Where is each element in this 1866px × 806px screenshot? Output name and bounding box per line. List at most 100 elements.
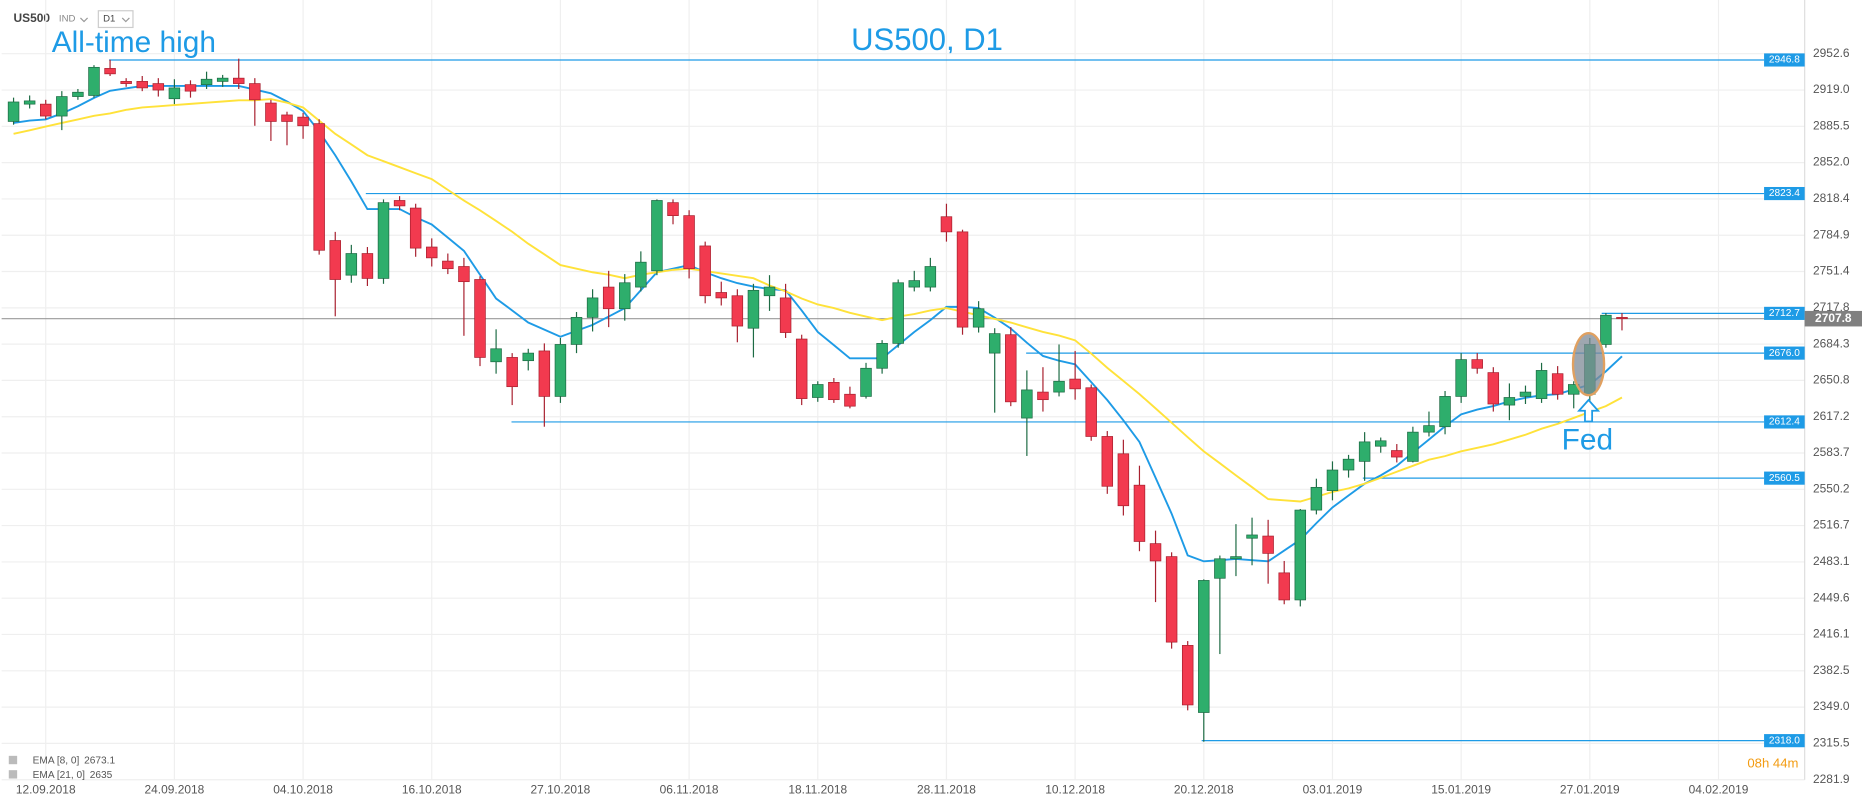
y-tick-label: 2516.7 — [1813, 518, 1850, 532]
legend-value: 2673.1 — [84, 755, 115, 766]
timeframe-box[interactable] — [97, 10, 134, 29]
candle-body — [795, 338, 808, 399]
level-label-box — [1764, 734, 1805, 748]
candle-body — [619, 282, 631, 310]
candle-body — [200, 78, 213, 86]
level-label: 2712.7 — [1769, 308, 1800, 319]
candle-body — [104, 68, 116, 75]
x-tick-label: 16.10.2018 — [402, 783, 462, 797]
candle-body — [554, 344, 567, 397]
candle-body — [747, 289, 760, 329]
y-tick-label: 2416.1 — [1813, 627, 1850, 641]
candle-body — [1407, 431, 1419, 462]
candle-body — [329, 240, 341, 280]
candle-body — [1535, 370, 1548, 399]
candle-body — [522, 352, 534, 362]
candle-body — [779, 297, 792, 333]
y-tick-label: 2550.2 — [1813, 481, 1850, 495]
candle-body — [1037, 391, 1049, 401]
candle-body — [876, 343, 888, 369]
fed-arrow — [1576, 398, 1601, 423]
candle-body — [908, 280, 921, 288]
candle-body — [409, 207, 422, 249]
candle-body — [7, 101, 20, 122]
level-label: 2612.4 — [1769, 417, 1800, 428]
candle-body — [506, 357, 518, 388]
dropdown-arrow — [121, 17, 130, 23]
level-label-box — [1764, 471, 1805, 485]
y-tick-label: 2751.4 — [1813, 264, 1850, 278]
x-tick-label: 24.09.2018 — [145, 783, 205, 797]
y-tick-label: 2449.6 — [1813, 590, 1850, 604]
candle-body — [361, 253, 374, 279]
candle-body — [1262, 535, 1274, 554]
candle-body — [1198, 580, 1210, 713]
candle-body — [1326, 469, 1339, 491]
level-label: 2318.0 — [1769, 735, 1800, 746]
legend-entry: EMA [21, 0] 2635 — [33, 770, 113, 781]
candle-body — [1471, 359, 1483, 369]
candle-body — [345, 253, 358, 276]
ema-line — [13, 98, 1623, 503]
candle-body — [538, 350, 551, 397]
candle-body — [602, 286, 615, 310]
candle-body — [313, 123, 325, 251]
candle-body — [1101, 436, 1114, 487]
timeframe[interactable]: D1 — [103, 14, 115, 25]
y-tick-label: 2885.5 — [1813, 118, 1850, 132]
legend-entry: EMA [8, 0] 2673.1 — [33, 755, 116, 766]
y-tick-label: 2382.5 — [1813, 663, 1850, 677]
candle-body — [699, 245, 711, 297]
level-label-box — [1764, 415, 1805, 429]
y-tick-label: 2717.8 — [1813, 300, 1850, 314]
candle-body — [651, 200, 663, 272]
candle-body — [844, 393, 856, 407]
candle-body — [1021, 389, 1033, 419]
candle-body — [281, 114, 293, 122]
candle-body — [1600, 314, 1612, 345]
x-tick-label: 20.12.2018 — [1174, 783, 1234, 797]
candle-body — [1133, 484, 1146, 542]
x-tick-label: 27.01.2019 — [1560, 783, 1620, 797]
timer: 08h 44m — [1747, 756, 1798, 771]
dropdown-arrow — [80, 17, 89, 23]
x-tick-label: 28.11.2018 — [917, 783, 976, 797]
legend-name: EMA [8, 0] — [33, 755, 80, 766]
level-label-box — [1764, 186, 1805, 201]
y-tick-label: 2784.9 — [1813, 227, 1850, 241]
level-label-box — [1764, 306, 1805, 320]
candle-body — [763, 286, 776, 297]
x-tick-label: 15.01.2019 — [1431, 783, 1491, 797]
candle-body — [490, 348, 502, 363]
level-label: 2823.4 — [1769, 188, 1800, 199]
candle-body — [635, 261, 647, 288]
y-tick-label: 2483.1 — [1813, 554, 1850, 568]
symbol: US500 — [14, 11, 51, 25]
candle-body — [1053, 380, 1065, 393]
candle-body — [1085, 387, 1097, 437]
candle-body — [828, 381, 840, 401]
candle-body — [667, 202, 679, 216]
y-tick-label: 2315.5 — [1813, 736, 1850, 750]
x-tick-label: 03.01.2019 — [1303, 783, 1363, 797]
legend-name: EMA [21, 0] — [33, 770, 86, 781]
candle-body — [731, 295, 744, 327]
candle-body — [1551, 373, 1564, 395]
market[interactable]: IND — [59, 14, 76, 25]
candle-body — [297, 116, 309, 127]
candle-body — [23, 100, 36, 105]
candle-body — [233, 77, 245, 84]
candle-body — [88, 66, 100, 96]
candle-body — [1358, 441, 1371, 462]
candle-body — [377, 202, 390, 279]
candle-body — [184, 84, 197, 92]
candle-body — [249, 83, 261, 101]
candle-body — [442, 260, 454, 270]
candle-body — [1310, 486, 1323, 511]
last-price-label: 2707.8 — [1815, 311, 1852, 325]
annotation: Fed — [1562, 424, 1613, 457]
candle-body — [924, 266, 937, 288]
candle-body — [426, 246, 438, 259]
